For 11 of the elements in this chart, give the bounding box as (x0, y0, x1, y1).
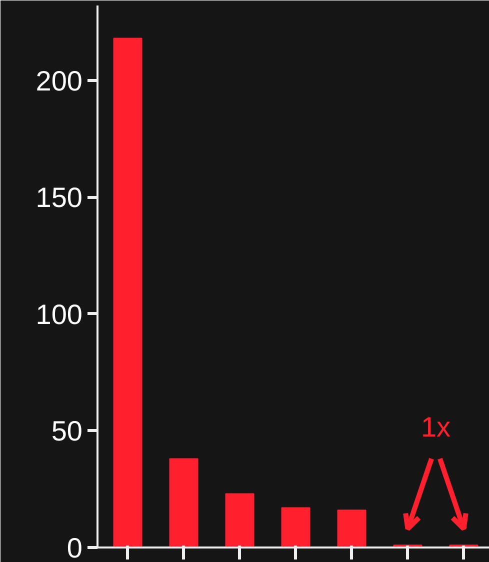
annotation: 1x (420, 411, 451, 442)
y-tick-label: 200 (36, 65, 82, 96)
y-tick-label: 100 (36, 298, 82, 330)
bar (281, 507, 310, 548)
bar (169, 458, 198, 548)
y-tick-label: 50 (51, 416, 83, 447)
y-tick-label: 0 (66, 532, 83, 562)
bar (113, 38, 142, 548)
bar (337, 510, 366, 548)
bar (225, 493, 254, 548)
y-tick-label: 150 (36, 182, 82, 214)
